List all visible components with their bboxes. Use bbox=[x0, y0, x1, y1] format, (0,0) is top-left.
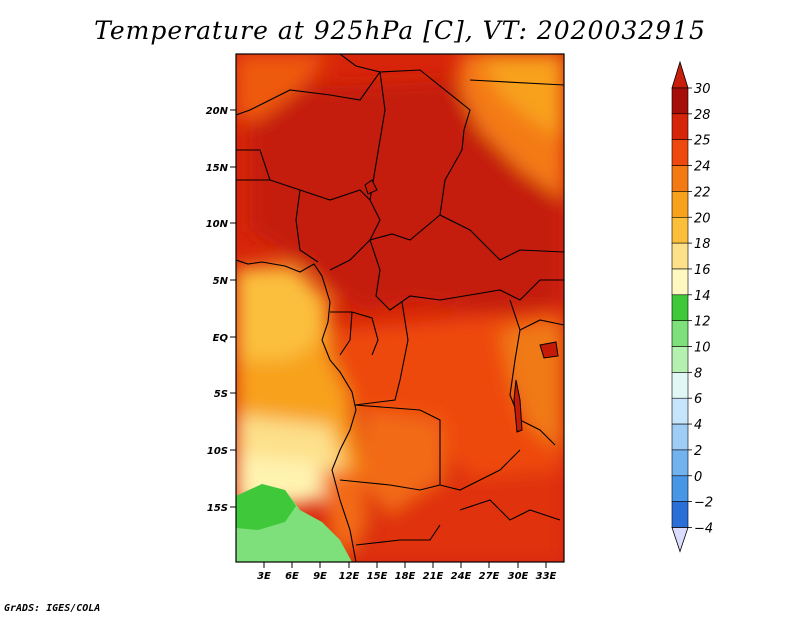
colorbar-band bbox=[671, 165, 689, 192]
chart-title: Temperature at 925hPa [C], VT: 202003291… bbox=[94, 16, 706, 45]
temperature-field bbox=[236, 54, 564, 562]
colorbar-band bbox=[671, 191, 689, 218]
lon-label: 18E bbox=[395, 571, 416, 582]
colorbar-band bbox=[671, 87, 689, 115]
colorbar-band bbox=[671, 423, 689, 451]
country-borders bbox=[236, 54, 564, 562]
lon-axis: 3E 6E 9E 12E 15E 18E 21E 24E 27E 30E 33E bbox=[257, 562, 557, 582]
lon-label: 27E bbox=[479, 571, 500, 582]
lon-label: 15E bbox=[367, 571, 388, 582]
lon-label: 24E bbox=[451, 571, 472, 582]
colorbar-label: 28 bbox=[694, 108, 711, 123]
colorbar-band bbox=[671, 139, 689, 166]
colorbar-label: 12 bbox=[694, 315, 711, 330]
colorbar-label: 0 bbox=[694, 470, 702, 485]
lat-label: 5N bbox=[213, 276, 229, 287]
colorbar-band bbox=[671, 294, 689, 321]
lon-label: 21E bbox=[423, 571, 444, 582]
lat-label: 15N bbox=[206, 163, 229, 174]
colorbar-band bbox=[671, 397, 689, 425]
colorbar-label: 10 bbox=[694, 341, 711, 356]
colorbar-label: −4 bbox=[694, 521, 713, 536]
lat-label: 10N bbox=[206, 219, 229, 230]
lat-label: 10S bbox=[207, 446, 228, 457]
colorbar-band bbox=[671, 320, 689, 347]
colorbar-label: −2 bbox=[694, 496, 713, 511]
colorbar-band bbox=[671, 242, 689, 270]
lon-label: 30E bbox=[508, 571, 529, 582]
lat-label: 20N bbox=[206, 106, 229, 117]
colorbar-band bbox=[671, 449, 689, 477]
lon-label: 33E bbox=[536, 571, 557, 582]
colorbar-label: 16 bbox=[694, 263, 711, 278]
lat-label: 15S bbox=[207, 503, 228, 514]
colorbar-top-arrow bbox=[671, 60, 689, 89]
lat-axis: 20N 15N 10N 5N EQ 5S 10S 15S bbox=[206, 106, 236, 514]
colorbar-label: 20 bbox=[694, 211, 711, 226]
colorbar-label: 18 bbox=[694, 237, 711, 252]
colorbar-label: 14 bbox=[694, 289, 711, 304]
colorbar-label: 8 bbox=[694, 366, 702, 381]
colorbar-label: 25 bbox=[694, 134, 711, 149]
colorbar-label: 6 bbox=[694, 392, 702, 407]
colorbar-label: 22 bbox=[694, 185, 711, 200]
colorbar-band bbox=[671, 113, 689, 141]
colorbar-label: 30 bbox=[694, 82, 711, 97]
colorbar-band bbox=[671, 346, 689, 373]
colorbar-band bbox=[671, 268, 689, 296]
lon-label: 12E bbox=[339, 571, 360, 582]
map-frame bbox=[235, 53, 565, 563]
lakes bbox=[364, 179, 559, 433]
lat-label: EQ bbox=[213, 333, 229, 344]
colorbar-label: 2 bbox=[694, 444, 702, 459]
grads-credit: GrADS: IGES/COLA bbox=[4, 603, 101, 614]
lon-label: 9E bbox=[313, 571, 327, 582]
colorbar-band bbox=[671, 475, 689, 502]
lon-label: 3E bbox=[257, 571, 271, 582]
colorbar-label: 24 bbox=[694, 160, 711, 175]
colorbar-label: 4 bbox=[694, 418, 702, 433]
colorbar-band bbox=[671, 372, 689, 399]
colorbar-band bbox=[671, 217, 689, 244]
lon-label: 6E bbox=[285, 571, 299, 582]
colorbar-bottom-arrow bbox=[671, 527, 689, 553]
colorbar-band bbox=[671, 501, 689, 528]
lat-label: 5S bbox=[214, 389, 228, 400]
